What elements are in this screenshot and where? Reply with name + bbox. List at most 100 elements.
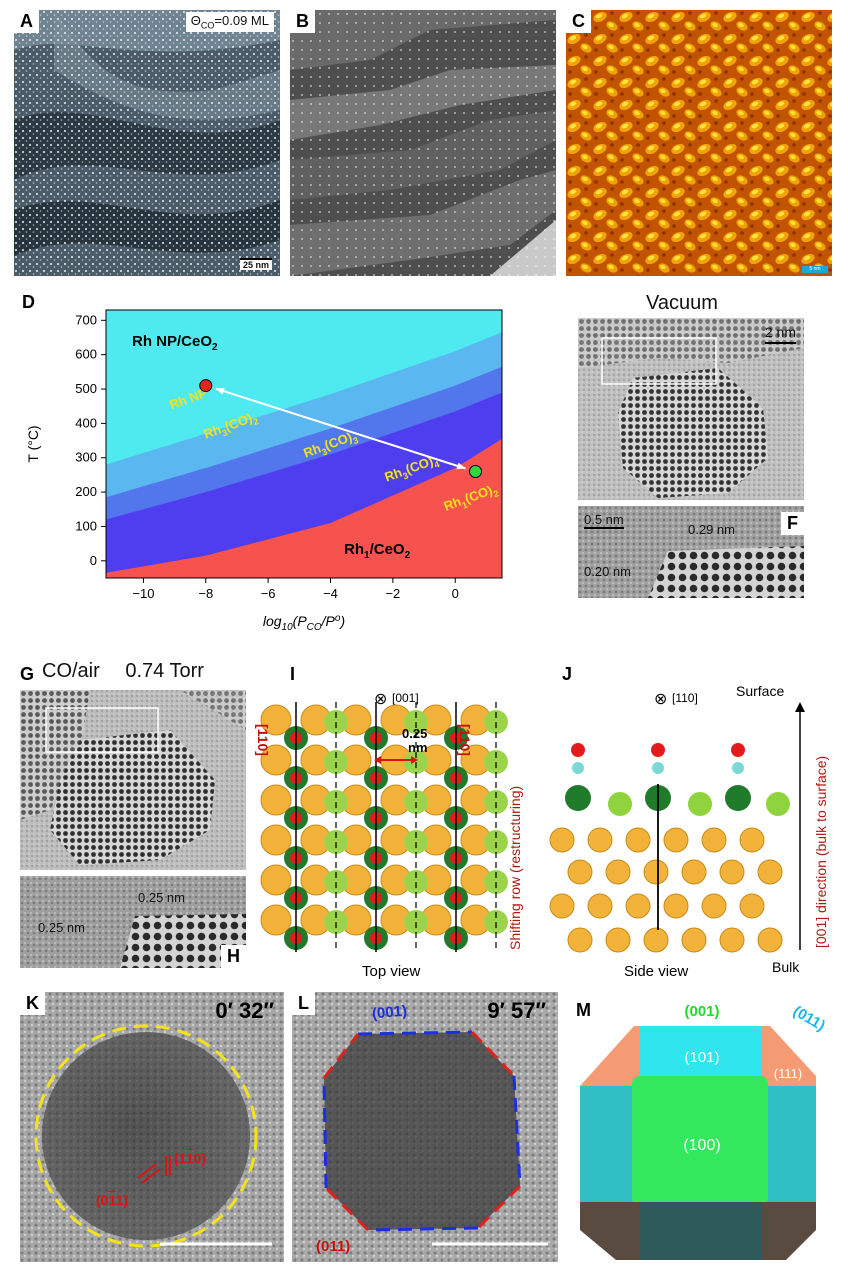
spacing-label: 0.29 nm: [688, 522, 735, 537]
ce-atom: [663, 827, 689, 853]
ce-atom: [567, 859, 593, 885]
rh-atom-light: [608, 792, 632, 816]
panel-label: H: [221, 945, 246, 968]
bulk-label: Bulk: [772, 959, 800, 975]
scalebar-label: 5 nm: [809, 266, 821, 272]
scalebar-label: 25 nm: [242, 260, 269, 270]
scalebar: 5 nm: [802, 266, 828, 273]
facet-bottom: [640, 1202, 762, 1260]
ce-atom: [625, 893, 651, 919]
data-point: [468, 464, 482, 478]
facet-text-bar: 1: [108, 1192, 116, 1208]
ce-atom: [643, 927, 669, 953]
scalebar: 0.5 nm: [584, 512, 624, 529]
ce-atom: [663, 893, 689, 919]
ce-atom: [549, 827, 575, 853]
ce-atom: [260, 784, 292, 816]
facet-text: 0): [193, 1150, 206, 1166]
y-tick-label: 300: [75, 450, 97, 465]
c-atom: [572, 762, 584, 774]
rh-atom-light: [766, 792, 790, 816]
direction-label: [110]: [672, 691, 698, 705]
rh-atom: [565, 785, 591, 811]
ce-atom: [587, 893, 613, 919]
facet-label-011: (011): [316, 1238, 351, 1255]
plane-label: [110]: [457, 724, 473, 756]
coverage-subscript: CO: [200, 20, 215, 31]
spacing-value: 0.20 nm: [584, 564, 631, 579]
facet-label: (110): [174, 1150, 206, 1166]
facet-text-bar: 1: [185, 1150, 194, 1166]
panel-label: F: [781, 512, 804, 535]
panel-e-tem-image: 2 nm: [578, 318, 804, 500]
time-label: 0′ 32″: [215, 998, 274, 1023]
panel-h-tem-zoom: 0.25 nm 0.25 nm H: [20, 876, 246, 968]
sem-terraces: [290, 10, 556, 276]
facet-label: (011): [96, 1192, 128, 1208]
x-tick-label: −4: [323, 586, 338, 601]
panel-i-top-view: ⊗ [001] [110] [110] 0.25 nm Shifting row…: [255, 691, 523, 980]
stm-steps-pattern: [14, 10, 280, 276]
species-label: Rh3(CO)2: [202, 409, 260, 445]
facet-side-left: [580, 1086, 640, 1202]
ce-atom: [260, 704, 292, 736]
facet-label-101: (101): [684, 1049, 719, 1066]
facet-mark: [141, 1168, 161, 1184]
scalebar: 25 nm: [239, 258, 272, 270]
spacing-value: 0.29 nm: [688, 522, 735, 537]
ce-atom: [587, 827, 613, 853]
x-axis-label: log10(PCO/Po): [263, 613, 345, 633]
coverage-value: =0.09 ML: [214, 13, 269, 28]
direction-symbol: ⊗: [374, 691, 387, 708]
panel-d-label: D: [22, 292, 35, 312]
scalebar: 2 nm: [764, 324, 796, 344]
arrow-head: [795, 702, 805, 712]
facet-bottom-right: [762, 1202, 816, 1260]
facet-111-right-top: [762, 1026, 816, 1086]
region-band: [106, 438, 502, 578]
ce-atom: [625, 827, 651, 853]
y-tick-label: 500: [75, 381, 97, 396]
region-label-rh-np: Rh NP/CeO2: [132, 333, 218, 353]
scalebar-label: 2 nm: [764, 324, 796, 340]
tem-lattice: [578, 318, 804, 500]
panel-a-stm-image: A ΘCO=0.09 ML 25 nm: [14, 10, 280, 276]
panel-j-side-view: ⊗ [110] Surface Bulk [001] direction (bu…: [549, 683, 829, 980]
panel-e-title: Vacuum: [646, 292, 718, 314]
facet-label-100: (100): [683, 1137, 720, 1154]
y-tick-label: 700: [75, 312, 97, 327]
ce-atom: [260, 904, 292, 936]
distance-unit: nm: [408, 740, 428, 755]
panel-g-title: CO/air 0.74 Torr: [42, 660, 204, 683]
panel-f-tem-zoom: 0.5 nm 0.29 nm 0.20 nm F: [578, 506, 804, 598]
facet-100: [632, 1076, 768, 1206]
arrow-head: [456, 462, 466, 470]
gas-label: CO/air: [42, 660, 100, 682]
facet-text: (0: [96, 1192, 109, 1208]
tem-lattice: [20, 690, 246, 870]
ce-atom: [549, 893, 575, 919]
panel-label: C: [566, 10, 591, 33]
panel-i-label: I: [290, 664, 296, 684]
panel-g-label: G: [20, 664, 35, 684]
panel-label: L: [292, 992, 315, 1015]
ce-atom: [701, 827, 727, 853]
time-label: 9′ 57″: [487, 998, 546, 1023]
zoom-box: [601, 337, 717, 385]
facet-mark: [137, 1163, 157, 1179]
particle-outline: [322, 1030, 522, 1232]
x-tick-label: −8: [198, 586, 213, 601]
ce-atom: [260, 824, 292, 856]
ce-atom: [260, 744, 292, 776]
ce-atom: [605, 927, 631, 953]
panel-c-afm-image: C 5 nm: [566, 10, 832, 276]
panel-label: K: [20, 992, 45, 1015]
spacing-value: 0.25 nm: [138, 890, 185, 905]
direction-symbol: ⊗: [654, 691, 667, 708]
rh-atom-light: [688, 792, 712, 816]
tem-lattice-zoom: [20, 876, 246, 968]
facet-label-011: (011): [790, 1003, 828, 1035]
facet-label-111: (111): [774, 1066, 802, 1081]
ce-atom: [739, 827, 765, 853]
direction-label: [001]: [392, 691, 419, 705]
